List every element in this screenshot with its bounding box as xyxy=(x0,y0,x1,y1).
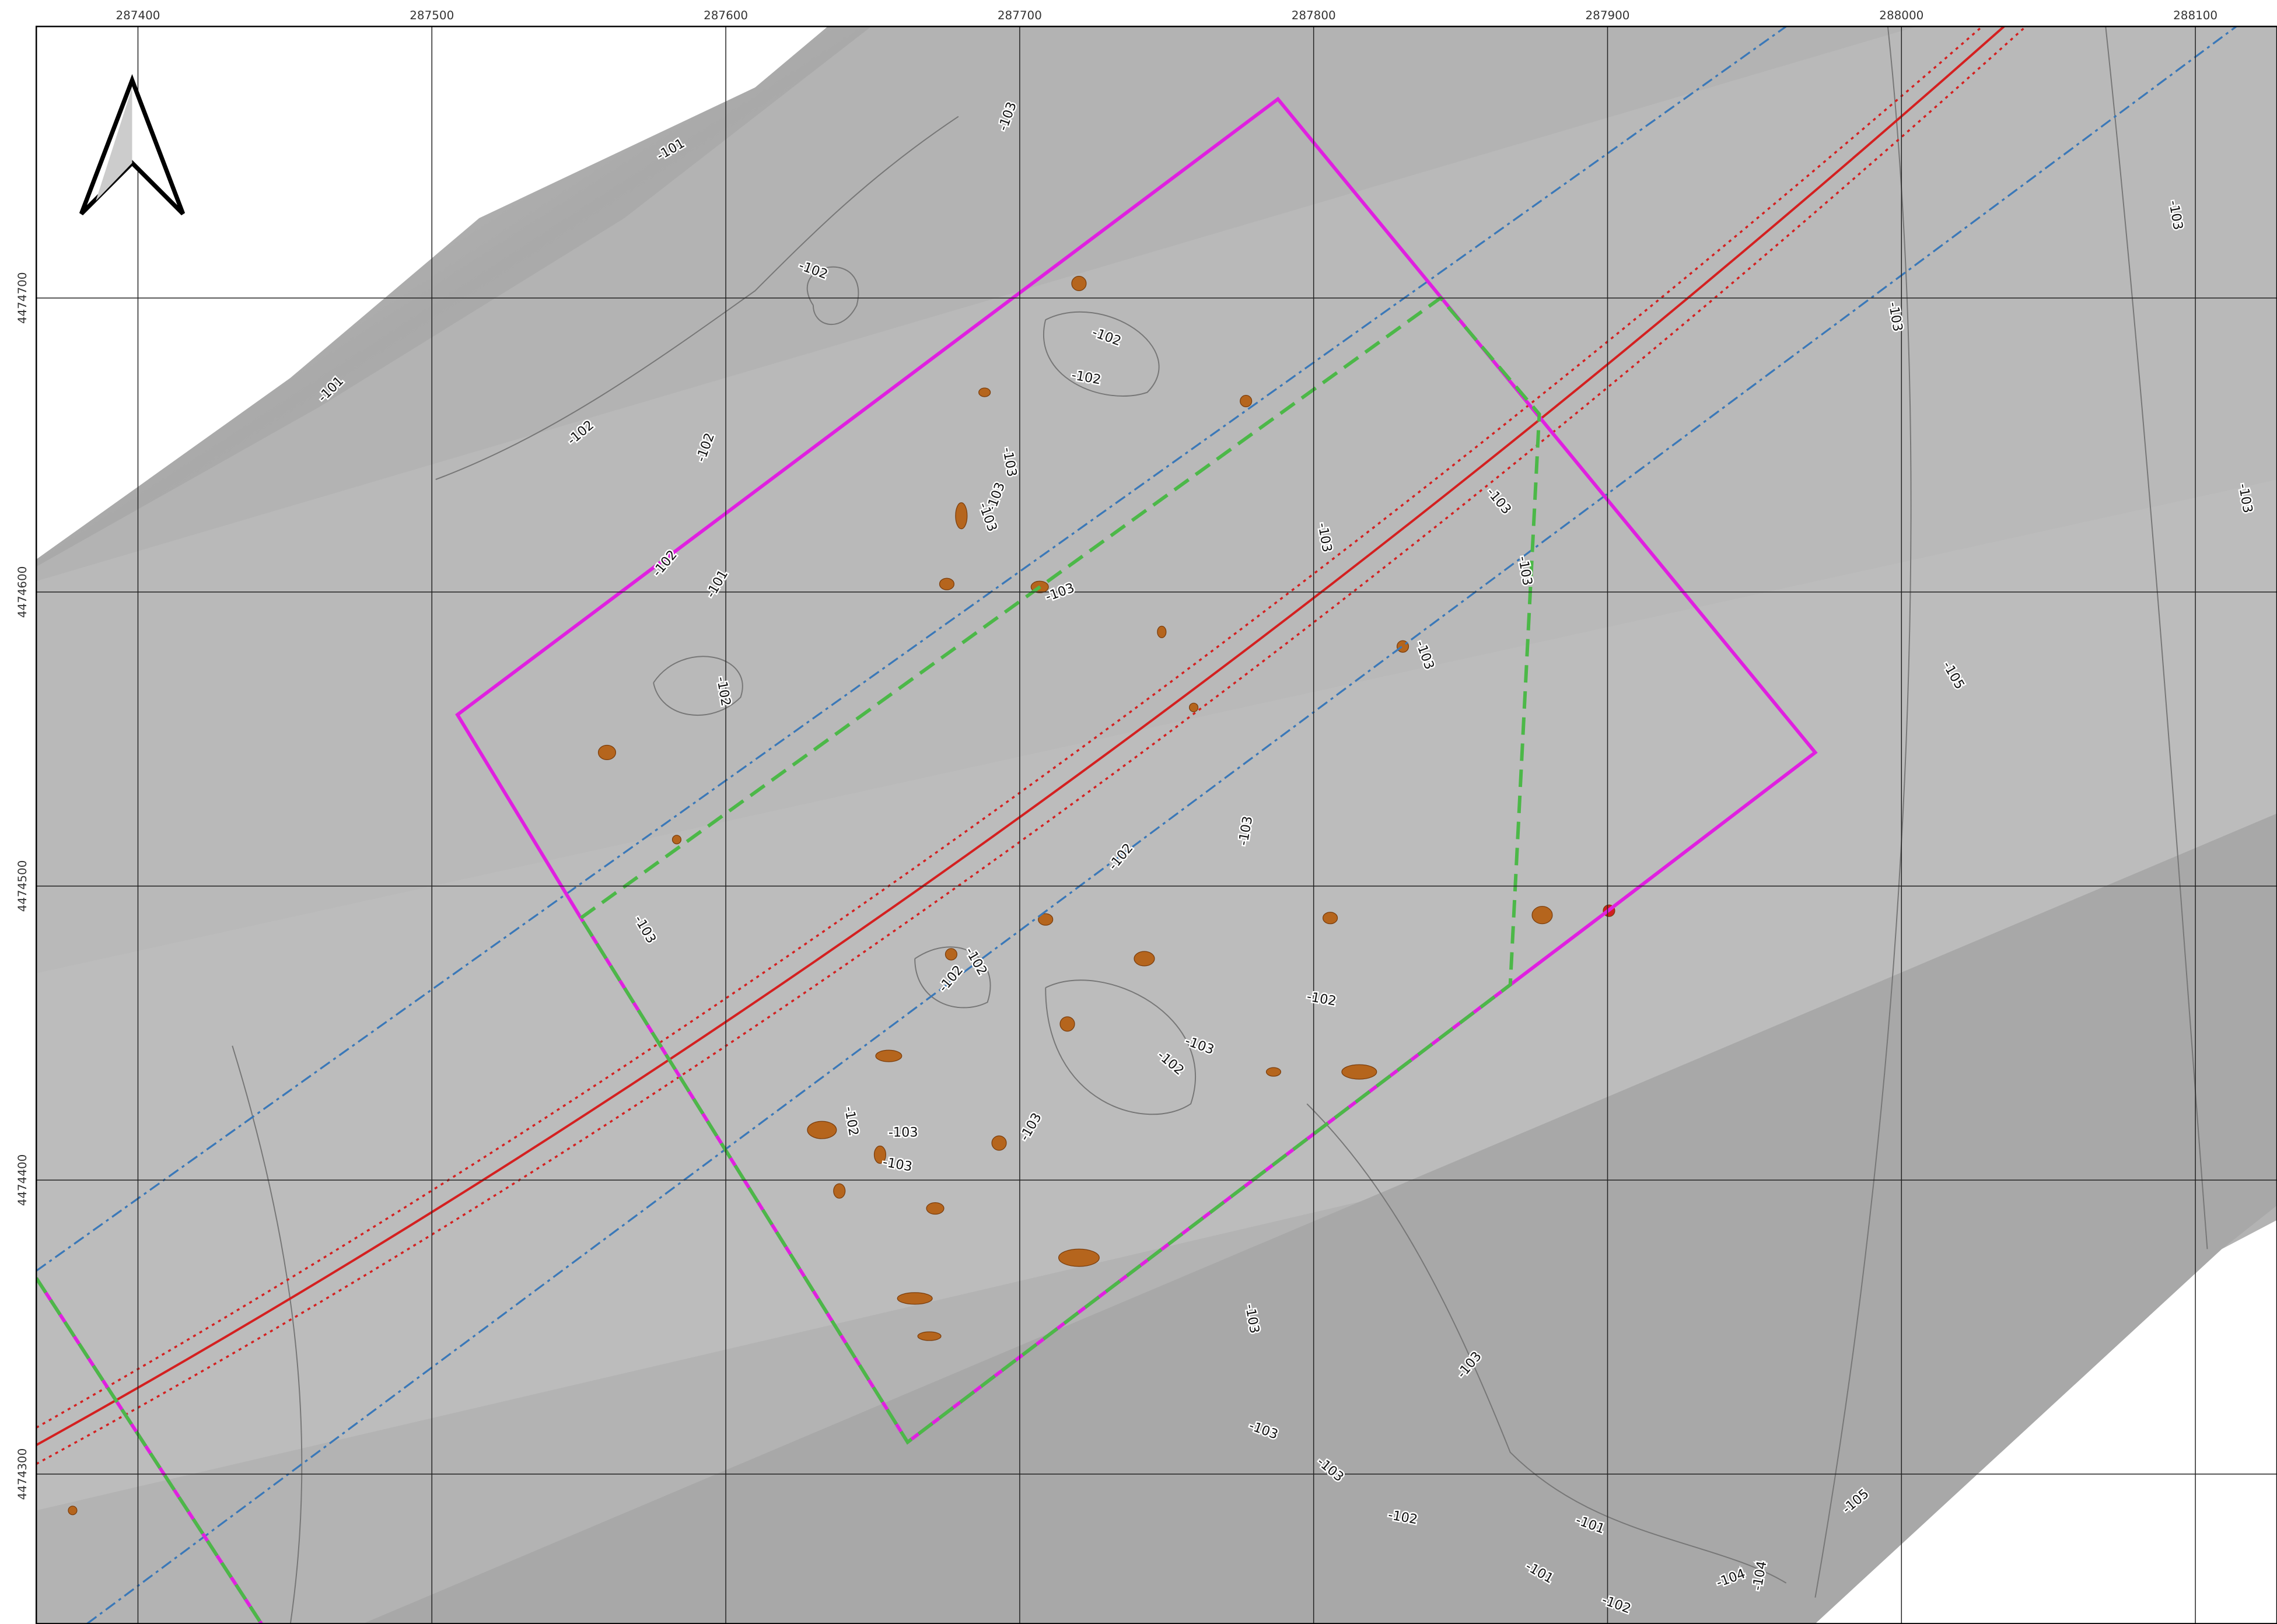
tick-labels: 287400 287500 287600 287700 287800 287900 2880… xyxy=(16,9,2217,1500)
northing-label: 4474300 xyxy=(16,1448,29,1500)
north-arrow xyxy=(79,74,186,216)
objects xyxy=(68,275,1615,1516)
relief-south xyxy=(363,813,2277,1624)
easting-label: 287900 xyxy=(1585,9,1629,22)
easting-label: 287800 xyxy=(1292,9,1336,22)
grid xyxy=(36,26,2277,1624)
northing-label: 4474400 xyxy=(16,1154,29,1206)
map-body: -101-101-102-102 -102-102-103-102-102-103… xyxy=(36,26,2277,1624)
northing-label: 4474500 xyxy=(16,860,29,912)
northing-label: 4474600 xyxy=(16,566,29,618)
no-data-se xyxy=(1815,1220,2277,1624)
contours xyxy=(232,26,2208,1624)
easting-label: 287600 xyxy=(704,9,748,22)
route xyxy=(36,26,2237,1624)
contour-label: -103 xyxy=(889,1125,918,1140)
survey-areas xyxy=(36,96,1818,1624)
easting-label: 288100 xyxy=(2173,9,2217,22)
northing-label: 4474700 xyxy=(16,272,29,324)
easting-label: 287500 xyxy=(410,9,454,22)
easting-label: 287700 xyxy=(998,9,1042,22)
band-middle xyxy=(36,26,2277,974)
easting-label: 288000 xyxy=(1879,9,1923,22)
no-data-nw xyxy=(36,26,828,559)
band-light xyxy=(36,479,2277,1511)
easting-label: 287400 xyxy=(116,9,160,22)
